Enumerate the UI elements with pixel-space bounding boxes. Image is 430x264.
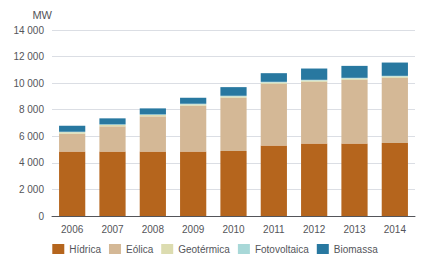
svg-text:6 000: 6 000 [19, 131, 44, 142]
svg-text:2009: 2009 [182, 224, 205, 235]
svg-text:2011: 2011 [263, 224, 285, 235]
svg-text:2008: 2008 [142, 224, 165, 235]
svg-text:10 000: 10 000 [13, 78, 44, 89]
svg-text:8 000: 8 000 [19, 104, 44, 115]
svg-text:4 000: 4 000 [19, 157, 44, 168]
svg-text:2012: 2012 [303, 224, 326, 235]
svg-text:Geotérmica: Geotérmica [178, 244, 230, 255]
svg-text:Hídrica: Hídrica [69, 244, 101, 255]
svg-text:14 000: 14 000 [13, 25, 44, 36]
svg-text:2007: 2007 [101, 224, 124, 235]
svg-text:2 000: 2 000 [19, 184, 44, 195]
svg-text:12 000: 12 000 [13, 51, 44, 62]
svg-text:2013: 2013 [343, 224, 366, 235]
svg-text:2014: 2014 [384, 224, 407, 235]
svg-text:Fotovoltaica: Fotovoltaica [255, 244, 309, 255]
svg-text:Eólica: Eólica [126, 244, 154, 255]
svg-text:2006: 2006 [61, 224, 84, 235]
svg-text:2010: 2010 [222, 224, 245, 235]
svg-text:0: 0 [38, 211, 44, 222]
svg-text:MW: MW [32, 9, 52, 21]
svg-text:Biomassa: Biomassa [334, 244, 378, 255]
